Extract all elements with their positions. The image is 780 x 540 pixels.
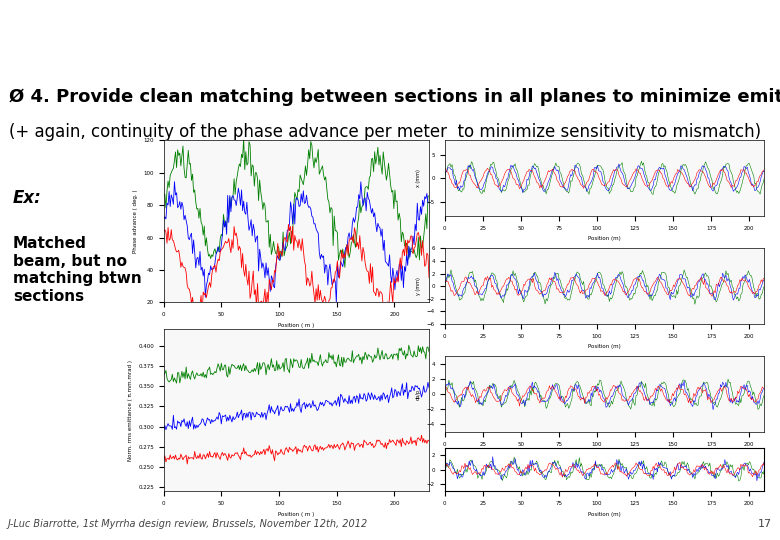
Y-axis label: Norm. rms emittance ( π.mm.mrad ): Norm. rms emittance ( π.mm.mrad ) [128,360,133,461]
X-axis label: Position (m): Position (m) [588,512,621,517]
Y-axis label: x (mm): x (mm) [417,169,421,187]
Text: Matched
beam, but no
matching btwn
sections: Matched beam, but no matching btwn secti… [13,237,142,303]
Y-axis label: dp/p: dp/p [417,389,421,400]
Text: Ex:: Ex: [13,189,42,207]
X-axis label: Position ( m ): Position ( m ) [278,512,314,517]
Y-axis label: Phase advance ( deg. ): Phase advance ( deg. ) [133,190,138,253]
Text: (+ again, continuity of the phase advance per meter  to minimize sensitivity to : (+ again, continuity of the phase advanc… [9,123,761,141]
Text: J-Luc Biarrotte, 1st Myrrha design review, Brussels, November 12th, 2012: J-Luc Biarrotte, 1st Myrrha design revie… [8,519,368,529]
X-axis label: Position ( m ): Position ( m ) [278,323,314,328]
X-axis label: Position (m): Position (m) [588,345,621,349]
Text: Rules for transverse beam dynamics: Rules for transverse beam dynamics [9,18,581,46]
X-axis label: Position (m): Position (m) [588,237,621,241]
Text: 17: 17 [758,519,772,529]
Text: Ø 4. Provide clean matching between sections in all planes to minimize emittance: Ø 4. Provide clean matching between sect… [9,87,780,106]
X-axis label: Position (m): Position (m) [588,453,621,457]
Y-axis label: y (mm): y (mm) [417,277,421,295]
